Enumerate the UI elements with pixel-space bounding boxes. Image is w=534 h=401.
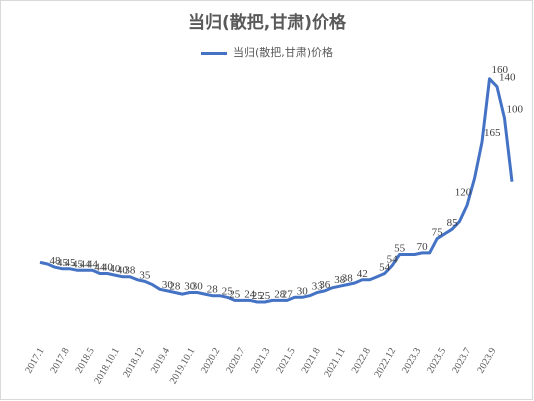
x-tick-label: 2018.5 [74, 346, 97, 375]
x-tick-label: 2022.12 [372, 346, 398, 380]
data-label: 54 [387, 254, 399, 266]
data-label: 28 [169, 281, 181, 293]
data-label: 100 [507, 103, 524, 115]
legend: 当归(散把,甘肃)价格 [0, 44, 534, 60]
data-label: 38 [124, 265, 136, 277]
data-label: 24 [244, 288, 256, 300]
data-label: 30 [297, 285, 309, 297]
x-tick-label: 2017.1 [23, 346, 46, 375]
data-label: 120 [455, 186, 472, 198]
data-label: 36 [319, 279, 331, 291]
data-label: 35 [139, 269, 151, 281]
x-tick-label: 2019.4 [149, 346, 172, 375]
data-label: 55 [394, 243, 406, 255]
data-label: 165 [484, 127, 501, 139]
x-tick-label: 2021.11 [322, 346, 348, 379]
data-label: 30 [184, 281, 196, 293]
x-tick-label: 2023.3 [400, 346, 423, 375]
data-label: 140 [499, 72, 516, 84]
data-label: 70 [417, 241, 429, 253]
data-label: 44 [94, 262, 106, 274]
data-label: 42 [357, 268, 368, 280]
x-tick-label: 2020.2 [199, 346, 222, 375]
data-label: 40 [102, 262, 114, 274]
x-tick-label: 2018.10.1 [92, 346, 122, 386]
data-label: 38 [334, 274, 346, 286]
data-label: 25 [229, 288, 241, 300]
data-label: 25 [259, 290, 271, 302]
data-label: 25 [252, 290, 264, 302]
data-label: 85 [447, 217, 459, 229]
x-tick-label: 2021.3 [249, 346, 272, 375]
data-label: 33 [312, 281, 324, 293]
x-tick-label: 2023.5 [425, 346, 448, 375]
data-label: 44 [80, 258, 92, 270]
x-tick-label: 2021.5 [274, 346, 297, 375]
x-tick-label: 2019.10.1 [168, 346, 198, 386]
legend-label: 当归(散把,甘肃)价格 [232, 46, 334, 59]
data-label: 28 [274, 288, 286, 300]
x-tick-label: 2023.7 [450, 346, 473, 375]
data-label: 30 [192, 281, 204, 293]
x-tick-label: 2021.8 [300, 346, 323, 375]
data-label: 40 [109, 263, 121, 275]
x-tick-label: 2023.9 [475, 346, 498, 375]
data-label: 45 [65, 257, 77, 269]
x-tick-label: 2022.8 [350, 346, 373, 375]
x-tick-label: 2018.12 [121, 346, 147, 380]
data-label: 54 [379, 262, 391, 274]
x-tick-label: 2020.7 [224, 346, 247, 375]
data-label: 75 [432, 227, 444, 239]
data-label: 27 [282, 288, 294, 300]
data-label: 40 [117, 265, 129, 277]
chart-title: 当归(散把,甘肃)价格 [188, 13, 346, 33]
data-label: 45 [57, 257, 69, 269]
data-label: 25 [222, 285, 234, 297]
data-label: 48 [50, 255, 62, 267]
data-label: 28 [207, 284, 219, 296]
x-tick-label: 2017.8 [48, 346, 71, 375]
data-label: 38 [342, 273, 354, 285]
series-line [39, 77, 514, 304]
data-label: 160 [492, 64, 509, 76]
data-label: 45 [72, 258, 84, 270]
legend-swatch [200, 51, 227, 55]
data-label: 44 [87, 258, 99, 270]
data-label: 30 [162, 279, 174, 291]
